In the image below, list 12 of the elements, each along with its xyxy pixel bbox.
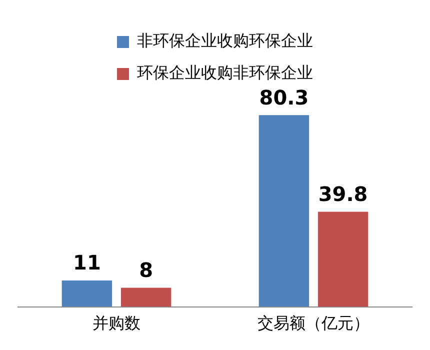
bar — [120, 288, 172, 307]
data-label: 11 — [73, 250, 101, 275]
bar — [258, 115, 310, 307]
data-label: 39.8 — [318, 182, 368, 206]
legend-label: 非环保企业收购环保企业 — [137, 31, 313, 50]
legend-label: 环保企业收购非环保企业 — [137, 63, 313, 82]
data-label: 80.3 — [259, 85, 309, 110]
bar — [318, 212, 368, 307]
data-label: 8 — [139, 258, 154, 282]
x-tick-label: 交易额（亿元） — [258, 314, 370, 333]
bar — [62, 280, 112, 307]
x-tick-label: 并购数 — [92, 314, 140, 333]
